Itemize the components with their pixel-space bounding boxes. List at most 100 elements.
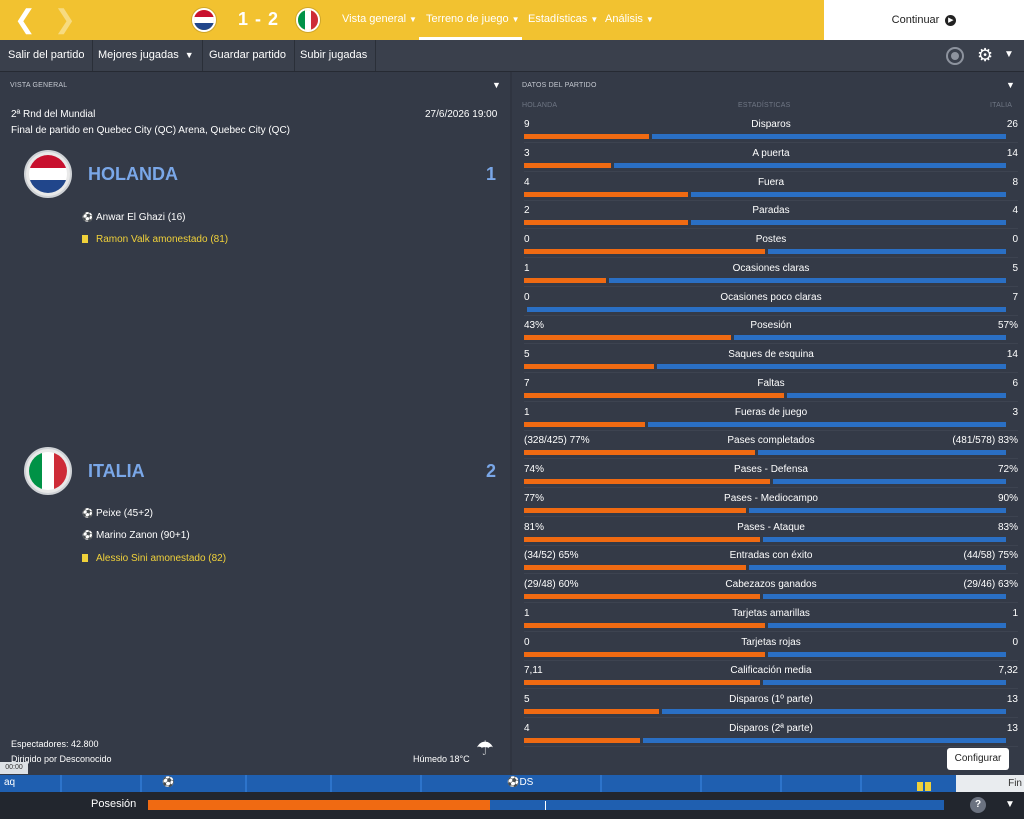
stat-away-value: 3 — [1012, 406, 1018, 418]
highlights-button[interactable]: Mejores jugadas ▼ — [90, 40, 203, 71]
upload-highlights-button[interactable]: Subir jugadas — [292, 40, 377, 71]
configure-button[interactable]: Configurar — [947, 748, 1009, 770]
ball-icon[interactable]: ⚽ — [162, 777, 175, 788]
forward-arrow-icon[interactable]: ❯ — [54, 4, 76, 34]
gear-icon[interactable]: ⚙ — [977, 45, 994, 65]
goal-event[interactable]: ⚽ Marino Zanon (90+1) — [82, 530, 190, 541]
stat-bar-home — [524, 364, 654, 369]
stat-bar-home — [524, 191, 688, 197]
nav-analisis[interactable]: Análisis ▼ — [605, 13, 654, 25]
stat-row: 5 Saques de esquina 14 — [524, 345, 1018, 373]
help-icon[interactable]: ? — [970, 797, 986, 813]
stat-home-value: 1 — [524, 262, 530, 274]
stat-bar-home — [524, 220, 688, 226]
stat-bar-away — [691, 191, 1006, 197]
timeline-ds-marker[interactable]: ⚽DS — [507, 777, 533, 788]
timeline-tick — [780, 775, 782, 792]
chevron-down-icon: ▼ — [511, 15, 520, 24]
stat-bar-away — [648, 421, 1006, 427]
stat-away-value: 6 — [1012, 377, 1018, 389]
stat-bar-home — [524, 450, 755, 456]
stat-label: Disparos (2ª parte) — [729, 722, 813, 734]
stat-bar — [524, 134, 1006, 139]
stat-bar — [524, 220, 1006, 226]
possession-home-fill — [148, 800, 491, 810]
stat-row: 0 Tarjetas rojas 0 — [524, 633, 1018, 661]
stat-label: Tarjetas rojas — [741, 636, 801, 648]
chevron-down-icon[interactable]: ▼ — [492, 80, 501, 90]
referee: Dirigido por Desconocido — [11, 754, 112, 764]
stat-row: 2 Paradas 4 — [524, 201, 1018, 230]
event-text: Marino Zanon (90+1) — [96, 530, 190, 541]
stat-label: Posesión — [750, 320, 792, 332]
chevron-down-icon[interactable]: ▼ — [1005, 799, 1015, 810]
nav-label: Análisis — [605, 13, 643, 25]
section-title: VISTA GENERAL — [10, 82, 68, 89]
exit-match-button[interactable]: Salir del partido — [0, 40, 94, 71]
goal-event[interactable]: ⚽ Peixe (45+2) — [82, 508, 153, 519]
chevron-down-icon[interactable]: ▼ — [1004, 49, 1014, 60]
stat-bar-home — [524, 335, 731, 341]
goal-event[interactable]: ⚽ Anwar El Ghazi (16) — [82, 212, 185, 223]
yellow-card-event[interactable]: Ramon Valk amonestado (81) — [82, 234, 228, 245]
stat-row: 3 A puerta 14 — [524, 144, 1018, 172]
row-divider — [524, 602, 1018, 603]
chevron-down-icon: ▼ — [590, 15, 599, 24]
stat-bar-home — [524, 479, 770, 484]
chevron-down-icon[interactable]: ▼ — [1006, 80, 1015, 90]
stat-bar — [524, 594, 1006, 599]
yellow-card-icon[interactable] — [917, 778, 933, 796]
yellow-card-event[interactable]: Alessio Sini amonestado (82) — [82, 553, 226, 564]
away-team-name[interactable]: ITALIA — [88, 461, 145, 481]
stat-home-value: (328/425) 77% — [524, 435, 590, 447]
stat-home-value: 1 — [524, 406, 530, 418]
stat-label: Postes — [755, 234, 787, 245]
timeline-tick — [860, 775, 862, 792]
stat-bar-away — [768, 249, 1006, 254]
continue-button[interactable]: Continuar ▶ — [824, 0, 1024, 40]
stat-label: Calificación media — [730, 665, 812, 677]
stat-away-value: 0 — [1012, 636, 1018, 648]
timeline-tick — [330, 775, 332, 792]
stat-away-value: 0 — [1012, 234, 1018, 245]
nav-vista-general[interactable]: Vista general ▼ — [342, 13, 417, 25]
stat-bar-away — [763, 680, 1006, 686]
row-divider — [524, 458, 1018, 460]
nav-terreno-de-juego[interactable]: Terreno de juego ▼ — [426, 13, 519, 25]
back-arrow-icon[interactable]: ❮ — [14, 4, 36, 34]
stat-home-value: 81% — [524, 521, 545, 533]
nav-label: Estadísticas — [528, 13, 588, 25]
timeline-tick — [700, 775, 702, 792]
stat-bar — [524, 249, 1006, 254]
save-match-button[interactable]: Guardar partido — [201, 40, 296, 71]
stat-away-value: 57% — [997, 320, 1018, 332]
stat-row: 77% Pases - Mediocampo 90% — [524, 489, 1018, 517]
row-divider — [524, 257, 1018, 258]
stat-away-value: 14 — [1006, 349, 1018, 360]
stat-bar — [524, 507, 1006, 513]
match-timeline[interactable]: aq ⚽ ⚽DS Fin — [0, 775, 1024, 792]
record-icon[interactable] — [946, 47, 964, 65]
stat-bar — [524, 162, 1006, 168]
weather: Húmedo 18°C — [413, 754, 470, 764]
stat-bar-home — [524, 421, 645, 427]
netherlands-flag-icon — [192, 8, 216, 32]
stat-bar-away — [734, 335, 1006, 341]
stat-label: Pases - Ataque — [737, 521, 805, 533]
chevron-down-icon: ▼ — [409, 15, 417, 24]
stat-bar-away — [763, 536, 1006, 542]
stat-label: Entradas con éxito — [729, 550, 813, 562]
row-divider — [524, 142, 1018, 143]
col-stats-header: ESTADÍSTICAS — [738, 102, 791, 109]
stat-label: Fueras de juego — [734, 406, 808, 418]
nav-estadisticas[interactable]: Estadísticas ▼ — [528, 13, 598, 25]
home-team-name[interactable]: HOLANDA — [88, 164, 178, 184]
row-divider — [524, 228, 1018, 230]
match-stats-panel: DATOS DEL PARTIDO ▼ HOLANDA ESTADÍSTICAS… — [512, 72, 1024, 775]
stat-label: A puerta — [752, 147, 790, 159]
stat-label: Fuera — [757, 176, 785, 188]
timeline-tick — [60, 775, 62, 792]
match-score: 1 - 2 — [238, 9, 280, 29]
row-divider — [524, 314, 1018, 316]
stat-row: 9 Disparos 26 — [524, 115, 1018, 143]
